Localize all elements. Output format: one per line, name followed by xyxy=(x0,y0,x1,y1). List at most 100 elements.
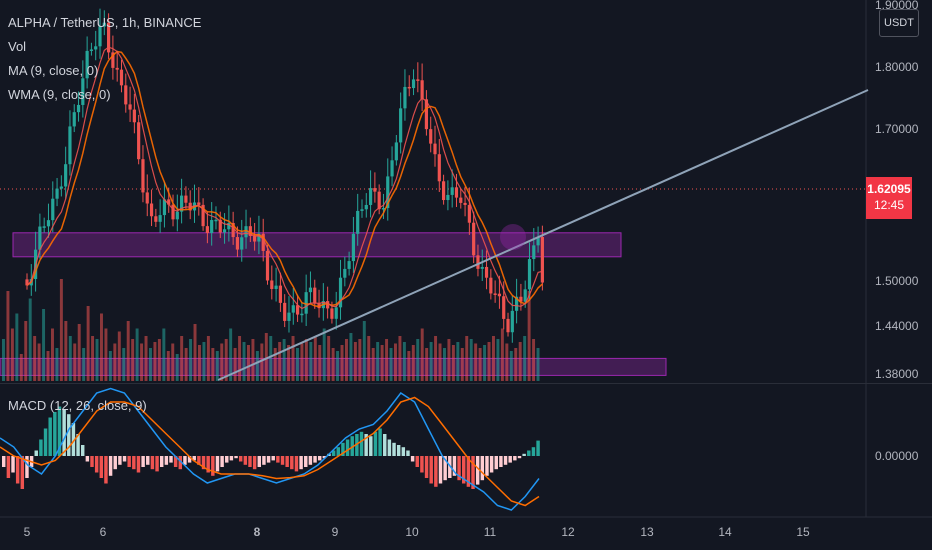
candle-body xyxy=(158,215,162,222)
macd-histogram-bar xyxy=(429,456,433,484)
macd-histogram-bar xyxy=(15,456,20,484)
volume-bar xyxy=(162,328,166,381)
macd-histogram-bar xyxy=(345,439,350,456)
legend-volume[interactable]: Vol xyxy=(8,39,27,54)
macd-histogram-bar xyxy=(215,456,220,472)
macd-histogram-bar xyxy=(252,456,257,470)
volume-bar xyxy=(77,324,81,381)
legend-macd[interactable]: MACD (12, 26, close, 9) xyxy=(8,398,147,413)
macd-histogram-bar xyxy=(290,456,294,470)
macd-histogram-bar xyxy=(494,456,498,470)
candle-body xyxy=(278,285,282,303)
macd-histogram-bar xyxy=(373,431,378,456)
candle-body xyxy=(390,160,394,177)
volume-bar xyxy=(420,328,424,381)
volume-bar xyxy=(514,348,518,381)
pane-separator[interactable] xyxy=(0,383,932,384)
legend-ma[interactable]: MA (9, close, 0) xyxy=(8,63,99,78)
price-tick-label: 1.50000 xyxy=(875,274,919,288)
macd-histogram-bar xyxy=(159,456,164,467)
macd-histogram-bar xyxy=(462,456,466,484)
candle-body xyxy=(124,85,128,105)
candle-body xyxy=(386,176,390,209)
macd-histogram-bar xyxy=(536,440,540,456)
volume-bar xyxy=(264,333,268,381)
bar-countdown: 12:45 xyxy=(873,198,905,212)
volume-bar xyxy=(104,328,108,381)
macd-histogram-bar xyxy=(517,456,522,459)
volume-bar xyxy=(367,336,371,381)
candle-body xyxy=(184,195,188,203)
macd-histogram-bar xyxy=(197,456,201,465)
candle-body xyxy=(218,219,222,233)
candle-body xyxy=(240,237,244,250)
candle-body xyxy=(248,226,252,236)
macd-histogram-bar xyxy=(201,456,206,470)
macd-histogram-bar xyxy=(211,456,215,476)
candle-body xyxy=(510,310,514,333)
legend-wma[interactable]: WMA (9, close, 0) xyxy=(8,87,111,102)
volume-bar xyxy=(108,351,112,381)
macd-histogram-bar xyxy=(480,456,485,481)
volume-bar xyxy=(425,348,429,381)
price-tick-label: 1.44000 xyxy=(875,319,919,333)
volume-bar xyxy=(247,345,250,381)
candle-body xyxy=(523,289,527,302)
candle-body xyxy=(313,287,317,304)
macd-histogram-bar xyxy=(396,445,401,456)
volume-bar xyxy=(122,348,126,381)
volume-bar xyxy=(55,348,59,381)
macd-histogram-bar xyxy=(522,453,526,456)
volume-bar xyxy=(469,339,473,381)
macd-histogram-bar xyxy=(378,428,382,456)
macd-histogram-bar xyxy=(206,456,210,473)
candle-body xyxy=(484,266,489,278)
macd-histogram-bar xyxy=(80,445,85,456)
candle-body xyxy=(265,250,270,281)
volume-bar xyxy=(260,343,264,381)
candle-body xyxy=(364,204,368,210)
candle-body xyxy=(420,80,424,100)
macd-histogram-bar xyxy=(164,456,169,465)
candle-body xyxy=(89,49,94,51)
macd-histogram-bar xyxy=(317,456,322,461)
candle-body xyxy=(429,129,433,144)
volume-bar xyxy=(37,343,41,381)
candle-body xyxy=(46,220,51,227)
volume-bar xyxy=(171,343,175,381)
macd-histogram-bar xyxy=(99,456,104,478)
legend-symbol[interactable]: ALPHA / TetherUS, 1h, BINANCE xyxy=(8,15,202,30)
macd-histogram-bar xyxy=(76,434,80,456)
volume-bar xyxy=(131,339,135,381)
volume-bar xyxy=(443,348,446,381)
candle-body xyxy=(300,313,304,316)
volume-bar xyxy=(385,339,389,381)
macd-histogram-bar xyxy=(6,456,11,478)
currency-button[interactable]: USDT xyxy=(879,9,919,37)
time-tick-label: 5 xyxy=(24,525,31,539)
volume-bar xyxy=(233,348,237,381)
volume-bar xyxy=(113,343,117,381)
candle-body xyxy=(459,197,463,203)
volume-bar xyxy=(380,345,384,381)
volume-bar xyxy=(349,333,353,381)
macd-histogram-bar xyxy=(369,436,373,456)
candle-body xyxy=(145,192,149,204)
volume-bar xyxy=(202,342,206,381)
candle-body xyxy=(149,203,154,217)
macd-histogram-bar xyxy=(53,412,57,456)
candle-body xyxy=(64,164,68,187)
volume-bar xyxy=(251,339,255,381)
volume-bar xyxy=(91,336,95,381)
macd-histogram-bar xyxy=(485,456,489,476)
macd-histogram-bar xyxy=(25,456,29,478)
volume-bar xyxy=(483,345,487,381)
last-price-tag: 1.62095 12:45 xyxy=(866,177,912,219)
candle-body xyxy=(489,277,493,294)
volume-bar xyxy=(340,345,344,381)
volume-bar xyxy=(206,336,210,381)
macd-histogram-bar xyxy=(229,456,234,461)
candle-body xyxy=(441,181,446,201)
